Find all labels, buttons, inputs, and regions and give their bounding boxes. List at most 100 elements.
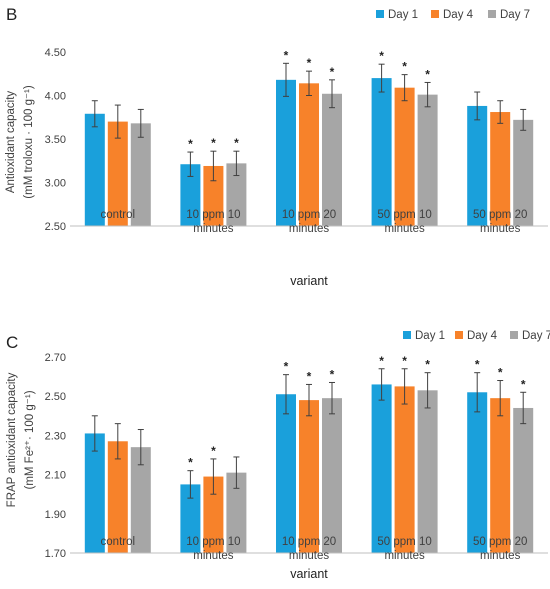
bar-day-4 bbox=[107, 121, 128, 226]
y-tick-label: 3.50 bbox=[45, 134, 66, 146]
bar-day-1 bbox=[371, 384, 392, 553]
x-category-label: minutes bbox=[289, 550, 330, 562]
significance-marker: * bbox=[521, 377, 526, 391]
y-axis-label: FRAP antioxidant capacity bbox=[6, 372, 18, 507]
significance-marker: * bbox=[498, 366, 503, 380]
legend-swatch bbox=[455, 331, 463, 339]
x-axis-label: variant bbox=[290, 567, 328, 581]
bar-day-1 bbox=[371, 78, 392, 226]
significance-marker: * bbox=[211, 444, 216, 458]
bar-day-7 bbox=[130, 123, 151, 226]
y-axis-label: (mM troloxu · 100 g⁻¹) bbox=[23, 85, 35, 199]
x-category-label: minutes bbox=[480, 223, 521, 235]
panel-b-chart: B 2.50 3.00 3.50 4.00 4.50 Antioxidant capacit… bbox=[5, 5, 548, 288]
bar-day-7 bbox=[513, 407, 534, 553]
significance-marker: * bbox=[307, 369, 312, 383]
y-tick-label: 2.30 bbox=[45, 430, 66, 442]
bar-day-4 bbox=[490, 112, 511, 226]
legend-label: Day 1 bbox=[415, 330, 445, 342]
panel-c-letter: C bbox=[6, 333, 18, 352]
x-category-label: 10 ppm 10 bbox=[186, 209, 240, 221]
bar-day-7 bbox=[226, 472, 247, 553]
bar-day-7 bbox=[417, 94, 438, 226]
x-category-label: 50 ppm 20 bbox=[473, 536, 527, 548]
significance-marker: * bbox=[234, 136, 239, 150]
legend-label: Day 7 bbox=[522, 330, 550, 342]
bar-day-4 bbox=[299, 83, 319, 226]
significance-marker: * bbox=[211, 136, 216, 150]
legend-label: Day 1 bbox=[388, 9, 418, 21]
legend-swatch bbox=[488, 10, 496, 18]
bar-day-4 bbox=[299, 400, 319, 553]
y-tick-label: 2.70 bbox=[45, 352, 66, 364]
bar-day-4 bbox=[394, 386, 415, 553]
significance-marker: * bbox=[307, 56, 312, 70]
x-category-label: 50 ppm 10 bbox=[377, 536, 431, 548]
bar-day-7 bbox=[322, 398, 342, 553]
bar-day-1 bbox=[467, 392, 488, 553]
significance-marker: * bbox=[188, 137, 193, 151]
x-category-label: 50 ppm 20 bbox=[473, 209, 527, 221]
x-category-label: minutes bbox=[193, 223, 234, 235]
significance-marker: * bbox=[330, 367, 335, 381]
bar-day-1 bbox=[84, 113, 105, 226]
y-tick-label: 1.90 bbox=[45, 509, 66, 521]
y-axis-label: Antioxidant capacity bbox=[5, 91, 17, 194]
significance-marker: * bbox=[330, 65, 335, 79]
x-category-label: minutes bbox=[289, 223, 330, 235]
panel-b-letter: B bbox=[6, 5, 17, 24]
significance-marker: * bbox=[379, 354, 384, 368]
significance-marker: * bbox=[402, 60, 407, 74]
x-category-label: minutes bbox=[384, 223, 425, 235]
x-category-label: minutes bbox=[384, 550, 425, 562]
significance-marker: * bbox=[425, 358, 430, 372]
significance-marker: * bbox=[402, 354, 407, 368]
legend-label: Day 4 bbox=[443, 9, 474, 21]
y-tick-label: 3.00 bbox=[45, 178, 66, 190]
bar-day-1 bbox=[84, 433, 105, 553]
bar-day-4 bbox=[394, 87, 415, 226]
bar-day-1 bbox=[180, 164, 201, 226]
bar-day-7 bbox=[513, 119, 534, 226]
bar-day-1 bbox=[180, 484, 201, 553]
y-tick-label: 2.10 bbox=[45, 470, 66, 482]
bar-day-1 bbox=[276, 394, 296, 553]
x-category-label: control bbox=[101, 209, 136, 221]
legend-label: Day 4 bbox=[467, 330, 498, 342]
x-category-label: minutes bbox=[480, 550, 521, 562]
bar-day-7 bbox=[417, 390, 438, 553]
bar-day-1 bbox=[276, 79, 296, 226]
y-tick-label: 4.00 bbox=[45, 91, 66, 103]
legend-swatch bbox=[376, 10, 384, 18]
significance-marker: * bbox=[425, 67, 430, 81]
bar-day-4 bbox=[490, 398, 511, 553]
x-category-label: minutes bbox=[193, 550, 234, 562]
legend-swatch bbox=[403, 331, 411, 339]
significance-marker: * bbox=[284, 360, 289, 374]
bar-day-4 bbox=[107, 441, 128, 553]
y-tick-label: 2.50 bbox=[45, 221, 66, 233]
y-axis-label: (mM Fe²⁺· 100 g⁻¹) bbox=[24, 390, 36, 489]
legend-label: Day 7 bbox=[500, 9, 530, 21]
y-tick-label: 2.50 bbox=[45, 391, 66, 403]
significance-marker: * bbox=[379, 49, 384, 63]
panel-c-chart: C 1.70 1.90 2.10 2.30 2.50 2.70 FRAP antioxidan… bbox=[6, 330, 550, 581]
x-category-label: 10 ppm 20 bbox=[282, 209, 336, 221]
significance-marker: * bbox=[475, 358, 480, 372]
x-category-label: control bbox=[101, 536, 136, 548]
bar-day-4 bbox=[203, 476, 224, 553]
y-tick-label: 1.70 bbox=[45, 548, 66, 560]
legend-swatch bbox=[431, 10, 439, 18]
x-category-label: 10 ppm 10 bbox=[186, 536, 240, 548]
significance-marker: * bbox=[188, 456, 193, 470]
bar-day-7 bbox=[322, 93, 342, 226]
bar-day-7 bbox=[226, 163, 247, 226]
bar-day-7 bbox=[130, 447, 151, 553]
bar-day-1 bbox=[467, 105, 488, 226]
legend-swatch bbox=[510, 331, 518, 339]
x-category-label: 10 ppm 20 bbox=[282, 536, 336, 548]
y-tick-label: 4.50 bbox=[45, 47, 66, 59]
bar-day-4 bbox=[203, 165, 224, 226]
x-axis-label: variant bbox=[290, 274, 328, 288]
